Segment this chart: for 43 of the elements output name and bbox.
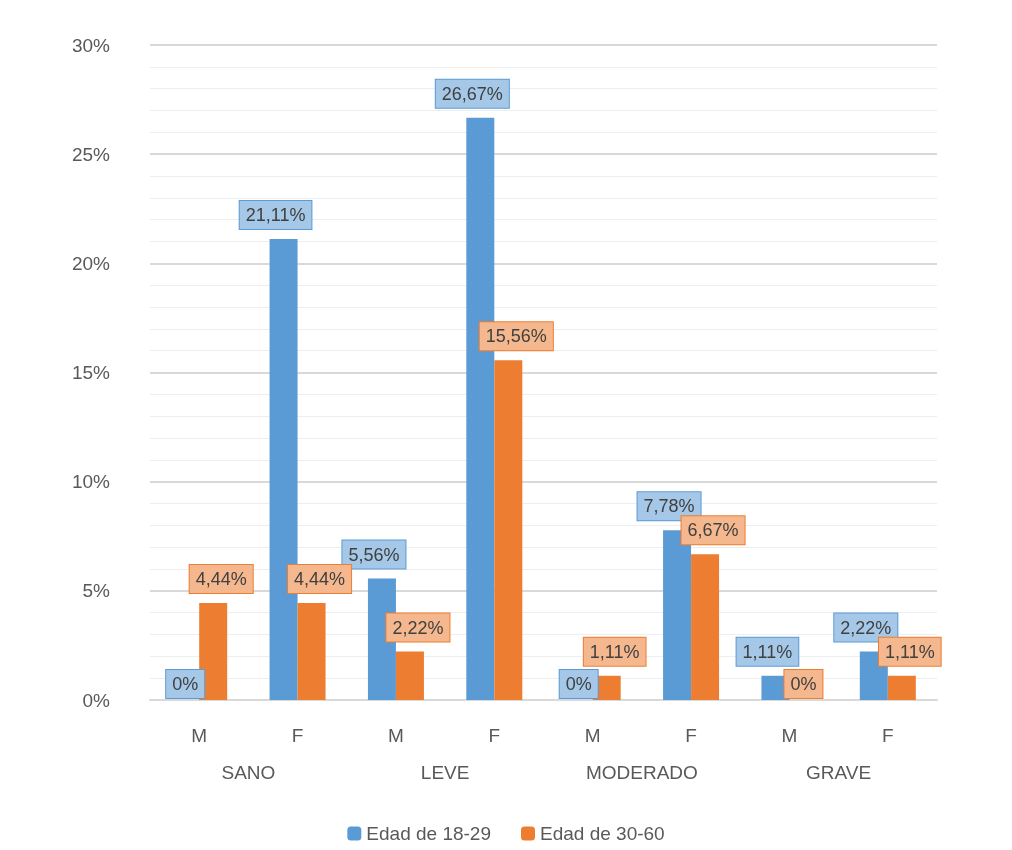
text: LEVE — [420, 762, 470, 783]
data-label: 0% — [172, 674, 199, 694]
x-tick-label: F — [685, 725, 697, 746]
y-tick-label: 25% — [71, 143, 111, 165]
legend-label: Edad de 30-60 — [540, 823, 665, 844]
x-tick-label: M — [781, 725, 798, 746]
x-tick-label: F — [488, 725, 501, 746]
y-tick-label: 5% — [82, 580, 111, 602]
data-label: 4,44% — [195, 569, 247, 590]
bar — [199, 603, 228, 700]
data-label: 1,11% — [884, 641, 935, 662]
data-label: 0% — [565, 674, 592, 694]
data-label: 5,56% — [348, 544, 400, 565]
y-tick-label: 0% — [82, 689, 111, 711]
bar — [297, 603, 326, 700]
y-tick-label: 20% — [71, 252, 111, 274]
y-tick-label: 10% — [71, 471, 111, 493]
bar — [691, 554, 720, 700]
bar — [395, 651, 424, 700]
x-tick-label: F — [882, 725, 894, 746]
x-tick-label: M — [388, 725, 404, 746]
bar — [494, 360, 523, 700]
data-label: 6,67% — [687, 520, 739, 541]
text: MODERADO — [585, 762, 698, 783]
x-tick-label: M — [191, 725, 208, 746]
text: SANO — [221, 762, 276, 783]
data-label: 4,44% — [294, 569, 346, 590]
x-tick-label: M — [584, 725, 601, 746]
data-label: 15,56% — [485, 326, 547, 347]
data-label: 26,67% — [441, 83, 503, 104]
legend-label: Edad de 18-29 — [366, 823, 492, 844]
y-tick-label: 15% — [71, 362, 111, 383]
data-label: 1,11% — [742, 641, 793, 662]
data-label: 7,78% — [643, 496, 695, 517]
data-label: 2,22% — [840, 617, 892, 638]
data-label: 1,11% — [589, 641, 640, 662]
x-tick-label: F — [291, 725, 304, 746]
bar — [887, 675, 916, 700]
data-label: 2,22% — [392, 617, 444, 638]
text: GRAVE — [806, 762, 872, 783]
data-label: 21,11% — [245, 205, 306, 226]
data-label: 0% — [790, 674, 817, 694]
y-tick-label: 30% — [71, 34, 111, 56]
